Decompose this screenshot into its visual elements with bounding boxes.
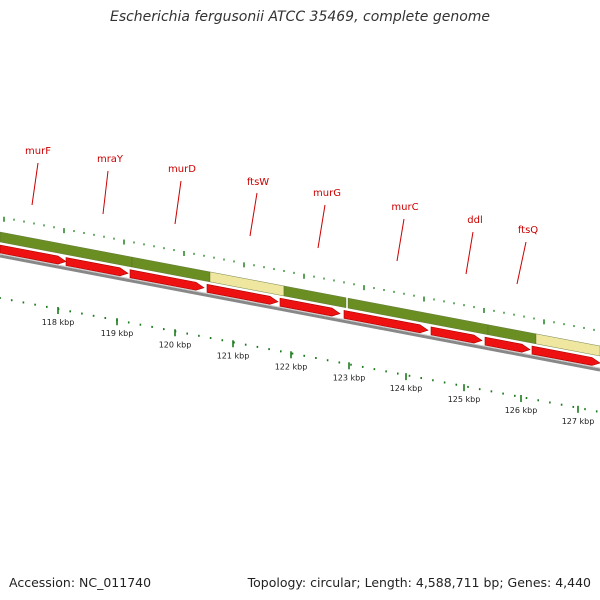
accession-text: Accession: NC_011740	[9, 575, 152, 590]
kbp-label: 127 kbp	[562, 417, 595, 426]
kbp-label: 126 kbp	[505, 406, 538, 415]
gene-band-track	[0, 231, 600, 357]
outer-tick-track	[3, 216, 595, 331]
genome-summary-text: Topology: circular; Length: 4,588,711 bp…	[247, 575, 591, 590]
gene-leader-line	[396, 218, 405, 262]
cds-arrow	[129, 269, 205, 291]
cds-arrow	[206, 283, 279, 305]
gene-leader-line	[31, 162, 39, 206]
cds-arrow	[0, 244, 67, 265]
gene-label-ddl: ddl	[467, 215, 482, 226]
cds-arrow	[430, 326, 483, 344]
kbp-label: 118 kbp	[42, 318, 75, 327]
backbone-line	[0, 254, 600, 372]
gene-label-murF: murF	[25, 146, 51, 157]
inner-tick-track	[0, 297, 598, 413]
backbone-track	[0, 253, 600, 372]
cds-arrow-track	[0, 244, 600, 366]
gene-label-murD: murD	[168, 164, 196, 175]
gene-leader-line	[516, 241, 527, 285]
kbp-label: 123 kbp	[333, 373, 366, 382]
cds-arrow	[65, 257, 129, 277]
gene-band-segment	[535, 333, 600, 357]
gene-label-murG: murG	[313, 188, 341, 199]
gene-label-mraY: mraY	[97, 154, 124, 165]
cds-arrow	[279, 297, 341, 317]
gene-leader-line	[174, 180, 182, 225]
gene-leader-line	[465, 231, 474, 275]
kbp-tick-track: 118 kbp 119 kbp 120 kbp 121 kbp 122 kbp 123 k…	[42, 307, 595, 426]
backbone-highlight	[0, 253, 600, 369]
kbp-label: 119 kbp	[101, 329, 134, 338]
gene-label-track: murF mraY murD ftsW murG murC ddl ftsQ	[25, 146, 538, 285]
cds-arrow	[531, 345, 600, 366]
gene-label-ftsW: ftsW	[247, 177, 269, 188]
kbp-label: 120 kbp	[159, 340, 192, 349]
gene-leader-line	[249, 192, 258, 237]
gene-leader-line	[317, 204, 326, 249]
kbp-label: 121 kbp	[217, 351, 250, 360]
cds-arrow	[484, 336, 531, 353]
kbp-label: 124 kbp	[390, 384, 423, 393]
gene-label-ftsQ: ftsQ	[518, 225, 538, 236]
cds-arrow	[343, 309, 429, 334]
gene-leader-line	[102, 170, 109, 215]
gene-band-segment	[283, 285, 347, 308]
map-title: Escherichia fergusonii ATCC 35469, compl…	[109, 9, 491, 25]
gene-label-murC: murC	[391, 202, 418, 213]
kbp-label: 122 kbp	[275, 362, 308, 371]
kbp-label: 125 kbp	[448, 395, 481, 404]
